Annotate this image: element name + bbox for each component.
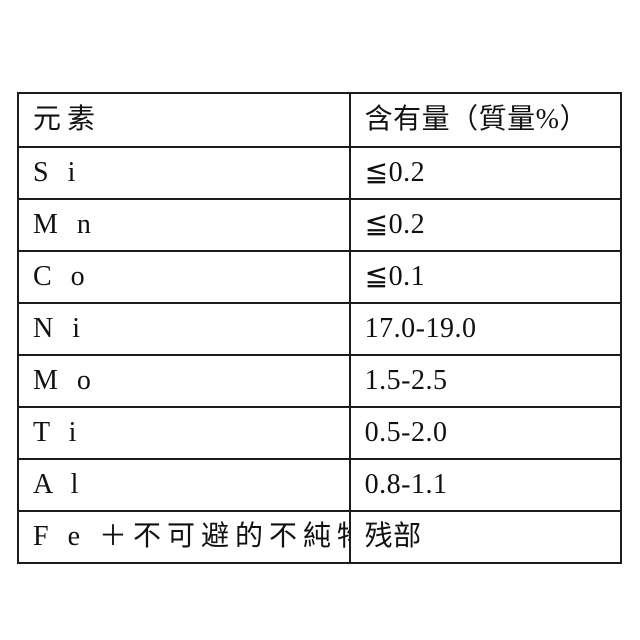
table-row: C o ≦0.1 (17, 250, 623, 304)
header-element-label: 元素 (33, 103, 102, 135)
element-label: T i (33, 416, 83, 448)
element-label: N i (33, 312, 86, 344)
element-label: A l (33, 468, 85, 500)
element-cell: M o (17, 354, 351, 408)
table-header-row: 元素 含有量（質量%） (17, 92, 623, 148)
header-content: 含有量（質量%） (348, 92, 623, 148)
content-cell: 17.0-19.0 (348, 302, 623, 356)
table-row: N i 17.0-19.0 (17, 302, 623, 356)
element-cell: N i (17, 302, 351, 356)
element-cell: M n (17, 198, 351, 252)
content-cell: ≦0.2 (348, 198, 623, 252)
content-value: 0.8-1.1 (364, 468, 448, 500)
element-label: S i (33, 156, 82, 188)
element-cell: S i (17, 146, 351, 200)
content-cell: 1.5-2.5 (348, 354, 623, 408)
content-value: 1.5-2.5 (364, 364, 448, 396)
element-cell: F e ＋不可避的不純物 (17, 510, 351, 564)
element-label: C o (33, 260, 91, 292)
content-value: 残部 (364, 520, 422, 552)
content-cell: 残部 (348, 510, 623, 564)
table-row: F e ＋不可避的不純物 残部 (17, 510, 623, 564)
content-cell: 0.8-1.1 (348, 458, 623, 512)
header-content-label: 含有量（質量%） (364, 103, 588, 135)
element-label: M o (33, 364, 97, 396)
header-element: 元素 (17, 92, 351, 148)
table-row: M o 1.5-2.5 (17, 354, 623, 408)
element-cell: C o (17, 250, 351, 304)
content-cell: 0.5-2.0 (348, 406, 623, 460)
content-cell: ≦0.1 (348, 250, 623, 304)
table-row: A l 0.8-1.1 (17, 458, 623, 512)
content-value: 0.5-2.0 (364, 416, 448, 448)
element-cell: A l (17, 458, 351, 512)
content-value: ≦0.2 (364, 208, 426, 240)
table-row: T i 0.5-2.0 (17, 406, 623, 460)
content-value: ≦0.2 (364, 156, 426, 188)
table-row: M n ≦0.2 (17, 198, 623, 252)
content-value: 17.0-19.0 (364, 312, 477, 344)
element-label: M n (33, 208, 97, 240)
element-cell: T i (17, 406, 351, 460)
element-composition-table: 元素 含有量（質量%） S i ≦0.2 M n ≦0.2 C o ≦0.1 N… (17, 92, 623, 564)
content-cell: ≦0.2 (348, 146, 623, 200)
table-row: S i ≦0.2 (17, 146, 623, 200)
content-value: ≦0.1 (364, 260, 426, 292)
element-label: F e ＋不可避的不純物 (33, 520, 350, 552)
